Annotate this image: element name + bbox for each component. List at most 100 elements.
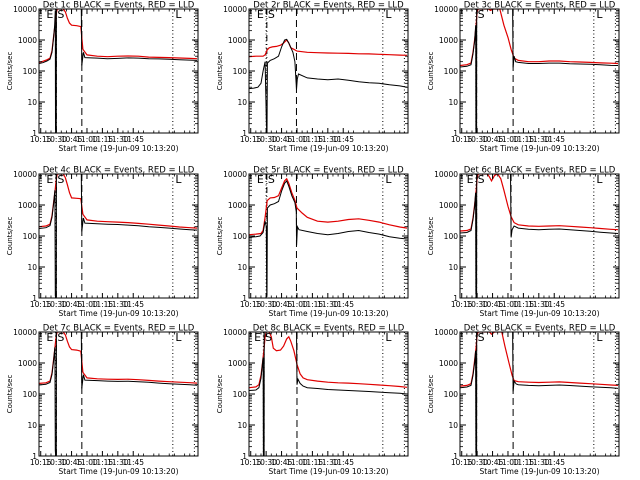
y-tick-label: 1000 [18,36,37,45]
chart-panel-3: Det 3c BLACK = Events, RED = LLD10:1510:… [427,1,620,153]
events-series-line [460,174,619,298]
x-axis-label: Start Time (19-Jun-09 10:13:20) [480,144,600,153]
chart-title: Det 5r BLACK = Events, RED = LLD [253,166,404,176]
chart-panel-8: Det 8c BLACK = Events, RED = LLD10:1510:… [216,324,409,476]
marker-letter-l: L [385,8,392,21]
y-tick-label: 10 [237,421,247,430]
y-tick-label: 10 [27,263,37,272]
x-axis-label: Start Time (19-Jun-09 10:13:20) [59,144,179,153]
x-axis-label: Start Time (19-Jun-09 10:13:20) [269,467,389,476]
x-tick-label: 11:00 [76,458,98,467]
y-tick-label: 10 [27,98,37,107]
x-tick-label: 10:45 [271,300,293,309]
x-tick-label: 10:45 [482,458,504,467]
plot-frame [38,8,199,134]
chart-panel-9: Det 9c BLACK = Events, RED = LLD 10:15 10:… [427,324,620,476]
x-tick-label: 10:45 [271,135,293,144]
chart-title: Det 1c BLACK = Events, RED = LLD [43,1,195,11]
x-tick-label: 11:30 [317,458,339,467]
x-tick-label: 10:30 [466,300,488,309]
x-tick-label: 10:15 [240,458,262,467]
x-tick-label: 10:30 [45,300,67,309]
x-tick-label: 11:00 [286,458,308,467]
marker-letter-s: S [478,331,485,344]
x-tick-label: 10:30 [255,135,277,144]
x-tick-label: 10:30 [45,458,67,467]
chart-panel-6: Det 6c BLACK = Events, RED = LLD10:1510:… [427,166,620,318]
y-tick-label: 10000 [223,5,247,14]
chart-title: Det 3c BLACK = Events, RED = LLD [464,1,616,11]
marker-letter-e: E [46,173,53,186]
y-axis-label: Counts/sec [216,217,224,256]
x-tick-label: 11:45 [332,300,354,309]
y-tick-label: 1000 [439,201,458,210]
x-tick-label: 11:30 [107,458,129,467]
y-tick-label: 10000 [223,328,247,337]
y-tick-label: 1 [453,294,458,303]
events-series-line [249,179,408,296]
plot-frame [459,173,620,299]
x-tick-label: 11:00 [286,135,308,144]
x-tick-label: 11:00 [497,300,519,309]
x-tick-label: 10:45 [61,135,83,144]
y-tick-label: 10000 [13,328,37,337]
events-series-line [39,9,198,133]
marker-letter-l: L [596,8,603,21]
y-tick-label: 100 [233,67,248,76]
y-tick-label: 1 [32,129,37,138]
x-tick-label: 11:45 [332,135,354,144]
y-tick-label: 100 [23,67,38,76]
events-series-line [249,332,408,456]
x-tick-label: 11:15 [513,300,535,309]
y-tick-label: 10000 [434,170,458,179]
y-axis-label: Counts/sec [216,52,224,91]
x-tick-label: 11:30 [317,135,339,144]
events-series-line [39,174,198,298]
x-tick-label: 11:15 [302,300,324,309]
x-tick-label: 11:45 [122,135,144,144]
y-tick-label: 10 [27,421,37,430]
marker-letter-s: S [268,173,275,186]
chart-panel-4: Det 4c BLACK = Events, RED = LLD10:1510:… [6,166,199,318]
x-axis-label: Start Time (19-Jun-09 10:13:20) [59,467,179,476]
y-axis-label: Counts/sec [427,52,435,91]
x-axis-label: Start Time (19-Jun-09 10:13:20) [480,467,600,476]
x-tick-label: 10:45 [482,135,504,144]
x-tick-label: 11:15 [513,458,535,467]
y-tick-label: 1000 [228,201,247,210]
x-tick-label: 11:00 [497,135,519,144]
chart-panel-2: Det 2r BLACK = Events, RED = LLD10:1510:… [216,1,409,153]
x-tick-label: 10:30 [466,135,488,144]
x-tick-label: 10:45 [61,458,83,467]
marker-letter-s: S [57,8,64,21]
marker-letter-s: S [478,173,485,186]
marker-letter-s: S [268,8,275,21]
x-tick-label: 11:30 [107,135,129,144]
marker-letter-l: L [596,331,603,344]
marker-letter-e: E [257,173,264,186]
plot-frame [38,173,199,299]
y-axis-label: Counts/sec [6,52,14,91]
x-tick-label: 11:45 [332,458,354,467]
x-tick-label: 10:15 [451,458,473,467]
plot-frame [248,331,409,457]
x-tick-label: 11:00 [76,300,98,309]
y-tick-label: 1 [32,294,37,303]
y-axis-label: Counts/sec [216,375,224,414]
y-tick-label: 1000 [18,201,37,210]
y-tick-label: 1 [242,452,247,461]
y-tick-label: 100 [444,390,459,399]
x-tick-label: 10:15 [30,135,52,144]
lld-series-line [249,39,408,58]
x-tick-label: 10:15 [240,300,262,309]
chart-title: Det 9c BLACK = Events, RED = LLD [464,324,616,334]
y-tick-label: 1 [453,129,458,138]
x-tick-label: 11:15 [92,458,114,467]
lld-series-line [249,177,408,236]
events-series-line [460,332,619,456]
x-tick-label: 11:30 [528,458,550,467]
x-tick-label: 11:45 [543,135,565,144]
x-tick-label: 11:30 [528,300,550,309]
y-tick-label: 1000 [18,359,37,368]
